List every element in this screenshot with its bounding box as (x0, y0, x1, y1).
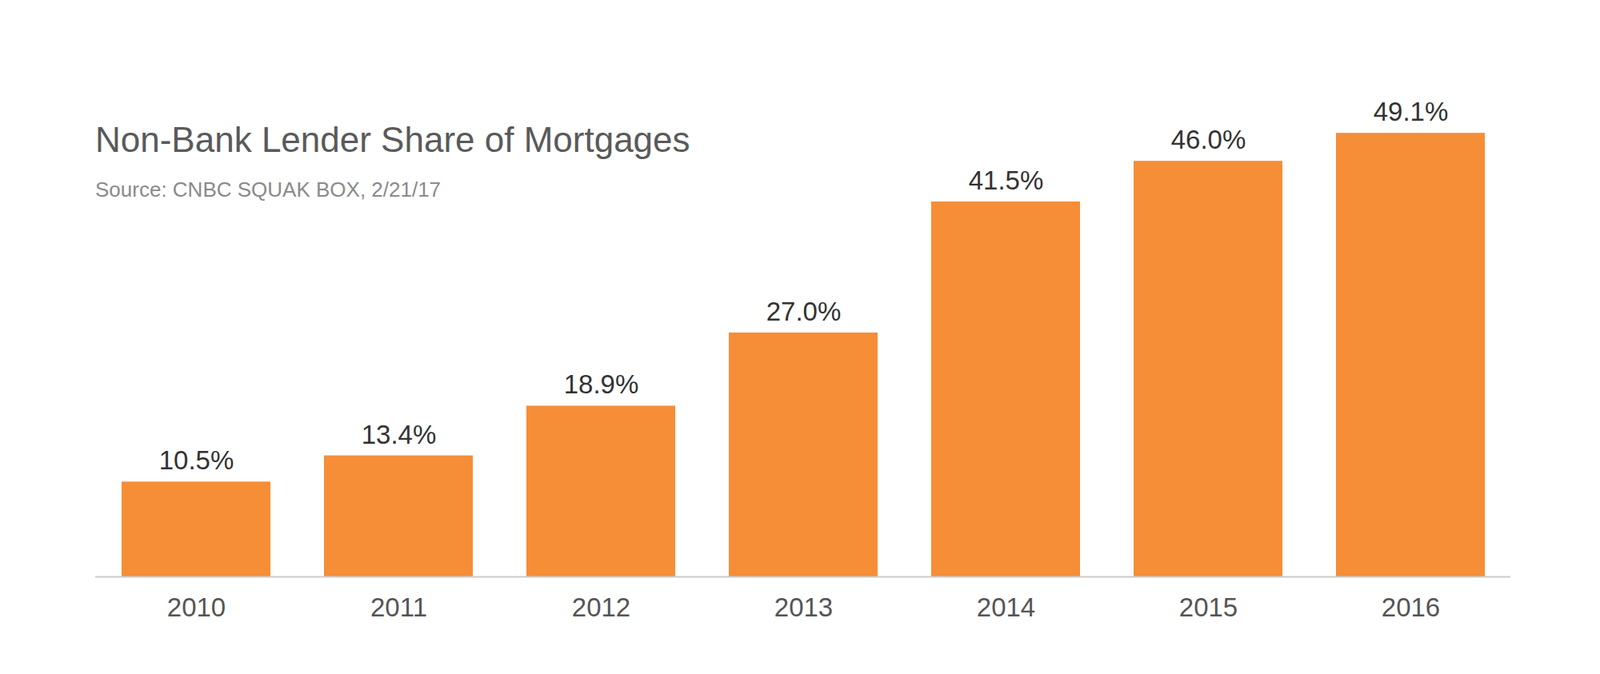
svg-text:2014: 2014 (976, 592, 1036, 623)
svg-text:2013: 2013 (774, 592, 833, 623)
svg-text:18.9%: 18.9% (564, 369, 640, 400)
svg-text:41.5%: 41.5% (968, 165, 1044, 196)
svg-text:2010: 2010 (167, 592, 226, 623)
html-text:Source: CNBC SQUAK BOX, 2/21/1: Source: CNBC SQUAK BOX, 2/21/17 (95, 177, 441, 202)
svg-text:27.0%: 27.0% (766, 296, 842, 327)
svg-text:2012: 2012 (572, 592, 631, 623)
svg-text:46.0%: 46.0% (1171, 124, 1247, 155)
html-text:Non-Bank Lender Share of Mortg: Non-Bank Lender Share of Mortgages (95, 120, 691, 160)
svg-text:2011: 2011 (370, 592, 428, 623)
svg-text:10.5%: 10.5% (159, 445, 235, 476)
svg-text:2016: 2016 (1381, 592, 1440, 623)
svg-text:13.4%: 13.4% (361, 420, 437, 450)
svg-text:2015: 2015 (1179, 592, 1238, 623)
svg-text:49.1%: 49.1% (1373, 96, 1449, 127)
